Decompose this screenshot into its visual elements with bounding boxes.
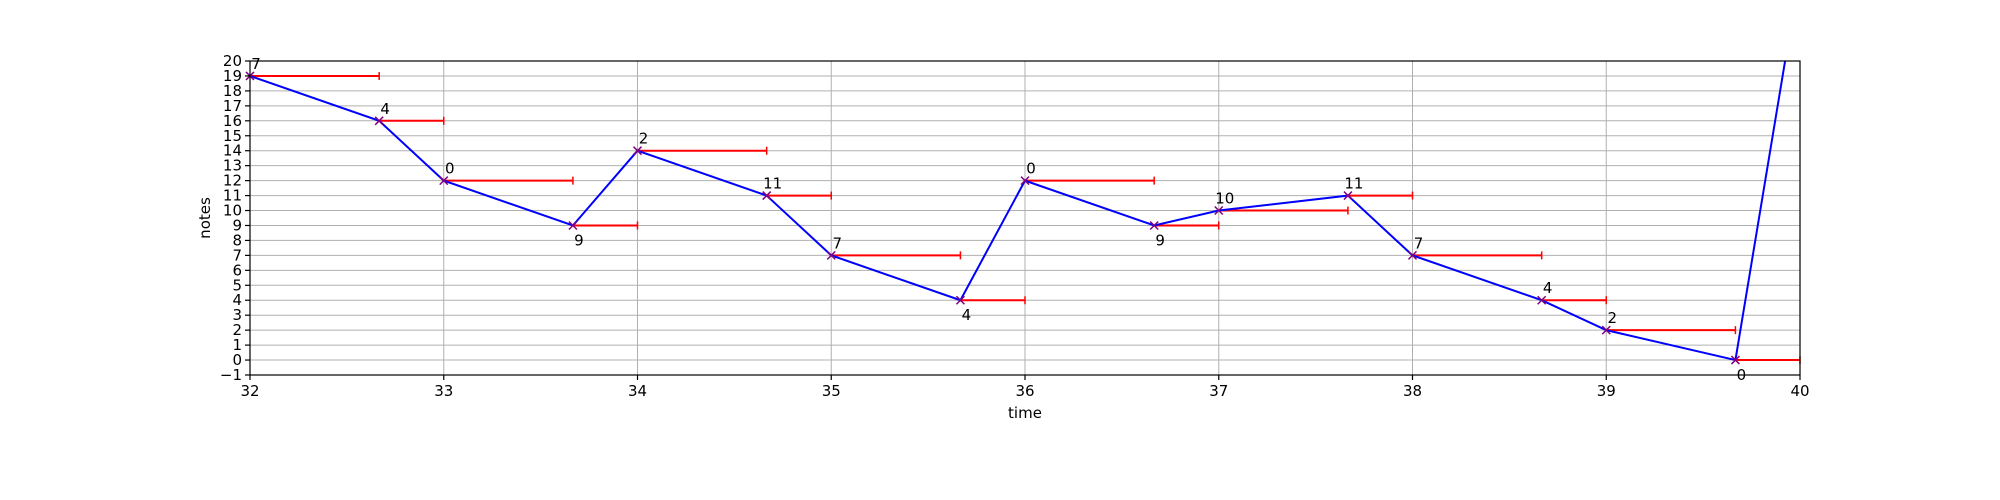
y-tick-label: 2 xyxy=(232,321,242,339)
y-tick-label: 4 xyxy=(232,291,242,309)
point-label: 7 xyxy=(1414,234,1424,252)
point-marker xyxy=(1214,205,1224,216)
point-label: 11 xyxy=(763,175,782,193)
point-marker xyxy=(955,295,965,305)
point-label: 7 xyxy=(251,55,261,73)
y-tick-label: 1 xyxy=(232,336,242,354)
y-tick-label: 6 xyxy=(232,261,242,279)
y-tick-label: 8 xyxy=(232,231,242,249)
point-marker xyxy=(1149,220,1159,231)
y-tick-label: 10 xyxy=(223,202,242,220)
point-label: 2 xyxy=(1607,309,1617,327)
duration-bars xyxy=(250,71,1801,365)
x-tick-label: 39 xyxy=(1597,382,1616,400)
point-marker xyxy=(1730,355,1740,365)
y-tick-label: 20 xyxy=(223,52,242,70)
point-label: 11 xyxy=(1344,175,1363,193)
point-marker xyxy=(1537,295,1547,305)
point-marker xyxy=(826,250,836,260)
point-label: 10 xyxy=(1215,190,1234,208)
x-tick-label: 36 xyxy=(1015,382,1034,400)
point-marker xyxy=(632,146,643,156)
y-tick-label: 12 xyxy=(223,172,242,190)
x-tick-label: 35 xyxy=(822,382,841,400)
y-tick-label: 18 xyxy=(223,82,242,100)
point-label: 0 xyxy=(1026,160,1036,178)
point-marker xyxy=(374,116,384,126)
point-marker xyxy=(568,220,578,231)
x-tick-label: 34 xyxy=(628,382,647,400)
point-label: 4 xyxy=(962,306,972,324)
x-tick-label: 33 xyxy=(434,382,453,400)
x-tick-label: 37 xyxy=(1209,382,1228,400)
point-label: 4 xyxy=(380,100,390,118)
x-axis-label: time xyxy=(1008,404,1042,422)
point-label: 0 xyxy=(445,160,455,178)
y-tick-label: 13 xyxy=(223,157,242,175)
x-tick-label: 40 xyxy=(1790,382,1809,400)
y-tick-label: 9 xyxy=(232,216,242,234)
axis-ticks: 32 33 34 35 36 37 38 39 40−101234567891011121314… xyxy=(220,52,1810,400)
point-label: 9 xyxy=(1155,231,1165,249)
y-tick-label: 11 xyxy=(223,187,242,205)
y-tick-label: 15 xyxy=(223,127,242,145)
point-marker xyxy=(1020,176,1030,186)
point-label: 2 xyxy=(639,130,649,148)
y-axis-label: notes xyxy=(196,197,214,239)
y-tick-label: 16 xyxy=(223,112,242,130)
y-tick-label: 14 xyxy=(223,142,242,160)
point-label: 4 xyxy=(1543,279,1553,297)
point-marker xyxy=(762,191,772,201)
point-label: 9 xyxy=(574,231,584,249)
y-tick-label: 3 xyxy=(232,306,242,324)
grid-layer xyxy=(249,60,1801,376)
point-marker xyxy=(1343,191,1353,201)
y-tick-label: 19 xyxy=(223,67,242,85)
point-marker xyxy=(439,176,449,186)
point-marker xyxy=(1601,325,1611,335)
markers xyxy=(245,71,1740,365)
y-tick-label: −1 xyxy=(220,366,242,384)
y-tick-label: 7 xyxy=(232,246,242,264)
point-label: 7 xyxy=(832,234,842,252)
y-tick-label: 17 xyxy=(223,97,242,115)
y-tick-label: 5 xyxy=(232,276,242,294)
y-tick-label: 0 xyxy=(232,351,242,369)
x-tick-label: 32 xyxy=(240,382,259,400)
point-marker xyxy=(1407,250,1418,260)
x-tick-label: 38 xyxy=(1403,382,1422,400)
